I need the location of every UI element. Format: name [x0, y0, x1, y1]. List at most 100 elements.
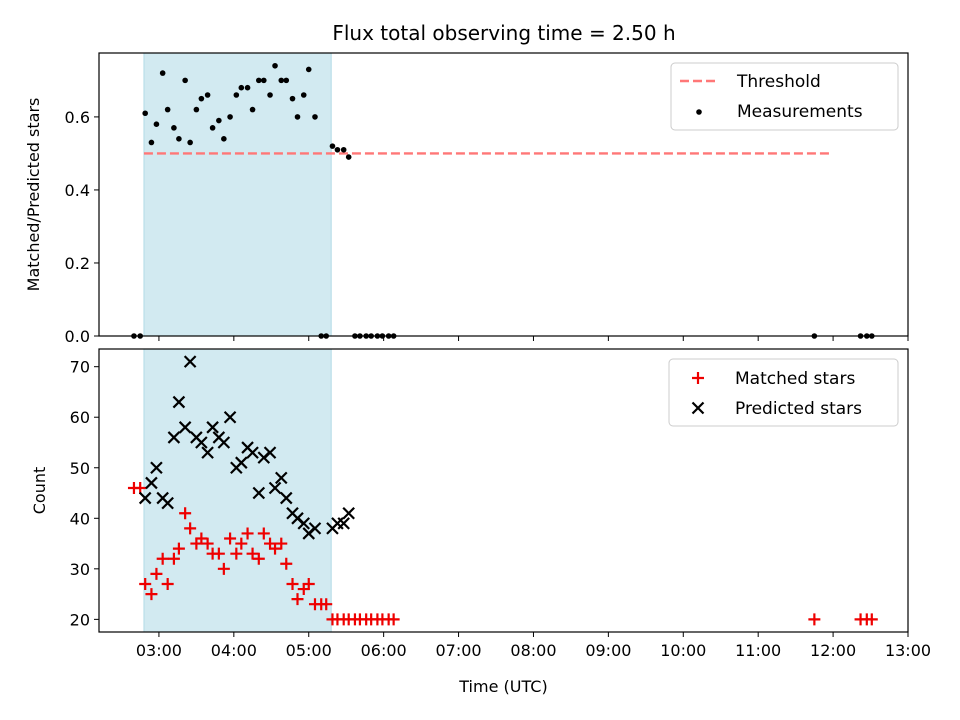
- y-tick-label: 0.0: [65, 327, 90, 346]
- measurement-point: [278, 77, 285, 84]
- matched-star-point: [179, 507, 192, 520]
- measurement-point: [164, 106, 171, 113]
- measurement-point: [238, 84, 245, 91]
- measurement-point: [345, 154, 352, 160]
- legend-predicted-label: Predicted stars: [735, 399, 862, 419]
- predicted-star-point: [246, 446, 259, 459]
- matched-star-point: [246, 547, 259, 560]
- predicted-star-point: [274, 471, 288, 485]
- matched-star-point: [865, 613, 878, 626]
- observing-span: [143, 52, 332, 337]
- matched-star-point: [212, 547, 225, 560]
- y-tick-label: 30: [70, 560, 90, 579]
- matched-star-point: [291, 593, 304, 606]
- predicted-star-point: [279, 491, 293, 505]
- matched-star-point: [217, 562, 230, 575]
- legend: Threshold Measurements: [670, 62, 899, 131]
- y-tick-label: 0.2: [65, 254, 90, 273]
- matched-star-point: [161, 577, 174, 590]
- measurement-point: [171, 125, 177, 131]
- legend-predicted-swatch: [691, 401, 705, 415]
- measurement-point: [256, 77, 262, 84]
- predicted-star-point: [268, 481, 282, 495]
- predicted-star-point: [337, 517, 350, 530]
- matched-star-point: [269, 542, 282, 555]
- matched-star-point: [195, 532, 208, 545]
- y-tick-label: 60: [70, 408, 90, 427]
- measurement-point: [244, 84, 251, 91]
- measurement-point: [187, 139, 193, 146]
- matched-star-point: [280, 557, 293, 570]
- bottom-panel: 20 30 40 50 60 70 03:00 04:00 05:00 06:00 07:00 08:…: [30, 348, 931, 696]
- x-tick-label: 08:00: [510, 641, 556, 660]
- legend-threshold-label: Threshold: [736, 72, 821, 92]
- measurement-point: [305, 66, 312, 73]
- top-panel: 0.0 0.2 0.4 0.6 Matched/Predicted stars Thres…: [24, 52, 909, 346]
- measurement-point: [312, 114, 318, 120]
- y-tick-label: 40: [70, 509, 90, 528]
- measurement-point: [153, 121, 160, 128]
- predicted-star-point: [263, 446, 277, 459]
- matched-star-point: [201, 537, 214, 550]
- matched-star-point: [145, 588, 158, 601]
- legend-matched-swatch: [692, 372, 704, 384]
- predicted-star-point: [178, 421, 192, 434]
- measurement-point: [227, 114, 233, 120]
- predicted-star-point: [150, 461, 163, 475]
- measurement-point: [260, 77, 267, 84]
- y-tick-label: 20: [70, 610, 90, 629]
- y-tick-label: 0.6: [65, 108, 90, 127]
- figure-title: Flux total observing time = 2.50 h: [332, 21, 675, 45]
- predicted-star-point: [138, 491, 152, 505]
- x-axis-label: Time (UTC): [458, 677, 547, 696]
- predicted-star-point: [297, 517, 311, 530]
- predicted-star-point: [206, 421, 219, 434]
- matched-star-point: [252, 552, 265, 565]
- axes-frame: [98, 348, 909, 633]
- measurement-point: [300, 92, 307, 98]
- predicted-star-point: [201, 446, 214, 459]
- legend-box: [668, 358, 899, 427]
- x-tick-label: 03:00: [136, 641, 182, 660]
- measurement-point: [249, 106, 256, 113]
- measurement-point: [294, 114, 301, 120]
- x-tick-label: 07:00: [436, 641, 482, 660]
- predicted-star-point: [308, 522, 322, 535]
- measurement-point: [193, 106, 200, 113]
- predicted-star-point: [172, 395, 186, 409]
- legend-matched-label: Matched stars: [735, 369, 855, 389]
- measurement-point: [148, 139, 155, 146]
- x-tick-label: 06:00: [361, 641, 407, 660]
- measurement-point: [176, 136, 182, 142]
- measurement-point: [267, 92, 273, 98]
- measurement-point: [233, 92, 240, 98]
- matched-star-point: [286, 577, 299, 590]
- measurement-point: [289, 95, 296, 102]
- axes-frame: [98, 52, 909, 337]
- y-axis-label: Matched/Predicted stars: [24, 98, 43, 292]
- measurement-point: [221, 136, 227, 142]
- predicted-star-point: [145, 476, 158, 490]
- legend-measurements-label: Measurements: [737, 102, 863, 122]
- matched-star-point: [184, 522, 197, 535]
- measurement-point: [283, 77, 290, 84]
- y-tick-label: 50: [70, 459, 90, 478]
- x-tick-label: 13:00: [885, 641, 931, 660]
- matched-star-point: [230, 547, 243, 560]
- measurement-point: [209, 125, 216, 131]
- matched-star-point: [156, 552, 169, 565]
- matched-star-point: [387, 613, 400, 626]
- measurement-point: [340, 146, 347, 153]
- legend-measurements-swatch: [696, 109, 702, 115]
- matched-star-point: [139, 577, 152, 590]
- y-axis-label: Count: [30, 467, 49, 515]
- measurement-point: [182, 77, 188, 84]
- measurement-point: [272, 62, 278, 69]
- measurement-point: [329, 143, 336, 149]
- matched-star-point: [167, 552, 180, 565]
- measurement-point: [334, 146, 341, 153]
- measurement-point: [216, 117, 222, 124]
- matched-star-point: [235, 537, 248, 550]
- x-tick-label: 10:00: [660, 641, 706, 660]
